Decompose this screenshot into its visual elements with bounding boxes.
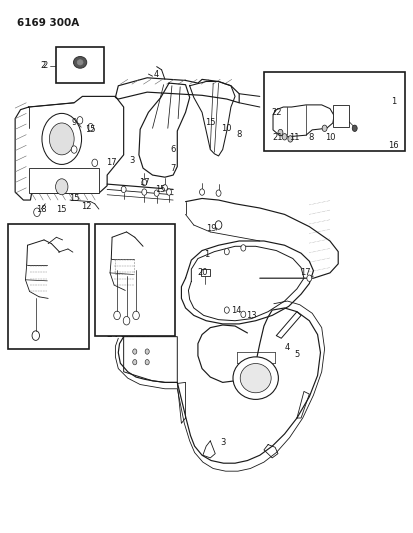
Circle shape [32, 331, 39, 341]
Bar [332, 105, 349, 127]
Text: 15: 15 [85, 125, 96, 134]
Bar [28, 167, 99, 193]
Text: 5: 5 [294, 350, 299, 359]
Circle shape [216, 190, 221, 196]
Text: 4: 4 [154, 70, 159, 78]
Circle shape [142, 179, 146, 185]
Text: 1: 1 [204, 251, 209, 260]
Circle shape [33, 208, 40, 216]
Bar [115, 259, 134, 274]
Circle shape [114, 311, 120, 320]
Circle shape [199, 189, 204, 195]
Text: 15: 15 [69, 194, 79, 203]
Circle shape [306, 275, 311, 281]
Text: 18: 18 [36, 205, 46, 214]
Circle shape [154, 190, 159, 196]
Text: 9: 9 [71, 118, 76, 127]
Bar [263, 72, 404, 151]
Bar [200, 269, 209, 276]
Circle shape [351, 125, 356, 132]
Text: 21: 21 [272, 133, 282, 142]
Text: 12: 12 [112, 305, 122, 314]
Text: 22: 22 [271, 108, 281, 117]
Circle shape [166, 189, 171, 195]
Text: 10: 10 [325, 133, 335, 142]
Circle shape [133, 360, 137, 365]
Circle shape [277, 130, 282, 136]
Text: 3: 3 [219, 439, 225, 448]
Text: 15: 15 [155, 185, 166, 194]
Text: 15: 15 [62, 238, 72, 247]
Text: 2: 2 [40, 61, 45, 70]
Circle shape [162, 184, 167, 191]
Text: 4: 4 [284, 343, 290, 352]
Text: 1: 1 [390, 97, 395, 106]
Text: 17: 17 [12, 314, 23, 323]
Text: 16: 16 [387, 141, 398, 150]
Text: 44 MDLS.: 44 MDLS. [21, 339, 63, 348]
Circle shape [240, 245, 245, 251]
Circle shape [240, 311, 245, 318]
Circle shape [145, 360, 149, 365]
Text: 12: 12 [81, 203, 92, 212]
Text: 1: 1 [17, 237, 21, 246]
Text: 2: 2 [43, 61, 48, 70]
Text: 19: 19 [205, 224, 216, 233]
Circle shape [142, 189, 146, 195]
Circle shape [321, 125, 326, 132]
Ellipse shape [77, 60, 83, 65]
Text: 15: 15 [56, 205, 67, 214]
Circle shape [281, 134, 286, 140]
Text: 14: 14 [230, 305, 240, 314]
Circle shape [287, 136, 292, 142]
Text: 6: 6 [170, 145, 176, 154]
Text: 17: 17 [299, 269, 310, 277]
Circle shape [133, 349, 137, 354]
Ellipse shape [74, 56, 86, 68]
Circle shape [88, 124, 93, 131]
Ellipse shape [233, 357, 278, 399]
Circle shape [133, 311, 139, 320]
Circle shape [49, 123, 74, 155]
Text: 18: 18 [125, 314, 135, 323]
Circle shape [92, 159, 97, 166]
Text: 20: 20 [197, 269, 208, 277]
Text: 6169 300A: 6169 300A [17, 18, 79, 28]
Circle shape [71, 146, 77, 154]
Circle shape [145, 349, 149, 354]
Text: 11: 11 [289, 133, 299, 142]
Text: 17: 17 [106, 158, 116, 167]
Text: 8: 8 [308, 133, 313, 142]
Text: 15: 15 [204, 118, 215, 127]
Circle shape [224, 307, 229, 313]
Text: 8: 8 [236, 130, 241, 139]
Text: 17: 17 [103, 314, 114, 323]
Bar [95, 224, 175, 336]
Text: 3: 3 [129, 156, 134, 165]
Text: 13: 13 [246, 311, 256, 320]
Text: 10: 10 [221, 124, 232, 133]
Bar [56, 47, 104, 83]
Text: 1: 1 [99, 231, 104, 240]
Circle shape [121, 186, 126, 192]
Bar [8, 224, 88, 349]
Circle shape [215, 221, 221, 229]
Circle shape [42, 114, 81, 165]
Ellipse shape [240, 364, 271, 393]
Text: 15: 15 [147, 233, 157, 242]
Circle shape [77, 117, 83, 124]
Text: 24 MDLS.: 24 MDLS. [107, 330, 150, 339]
Text: 17: 17 [139, 178, 149, 187]
Circle shape [224, 248, 229, 255]
Circle shape [55, 179, 68, 195]
Text: 7: 7 [170, 164, 176, 173]
Circle shape [123, 317, 130, 325]
